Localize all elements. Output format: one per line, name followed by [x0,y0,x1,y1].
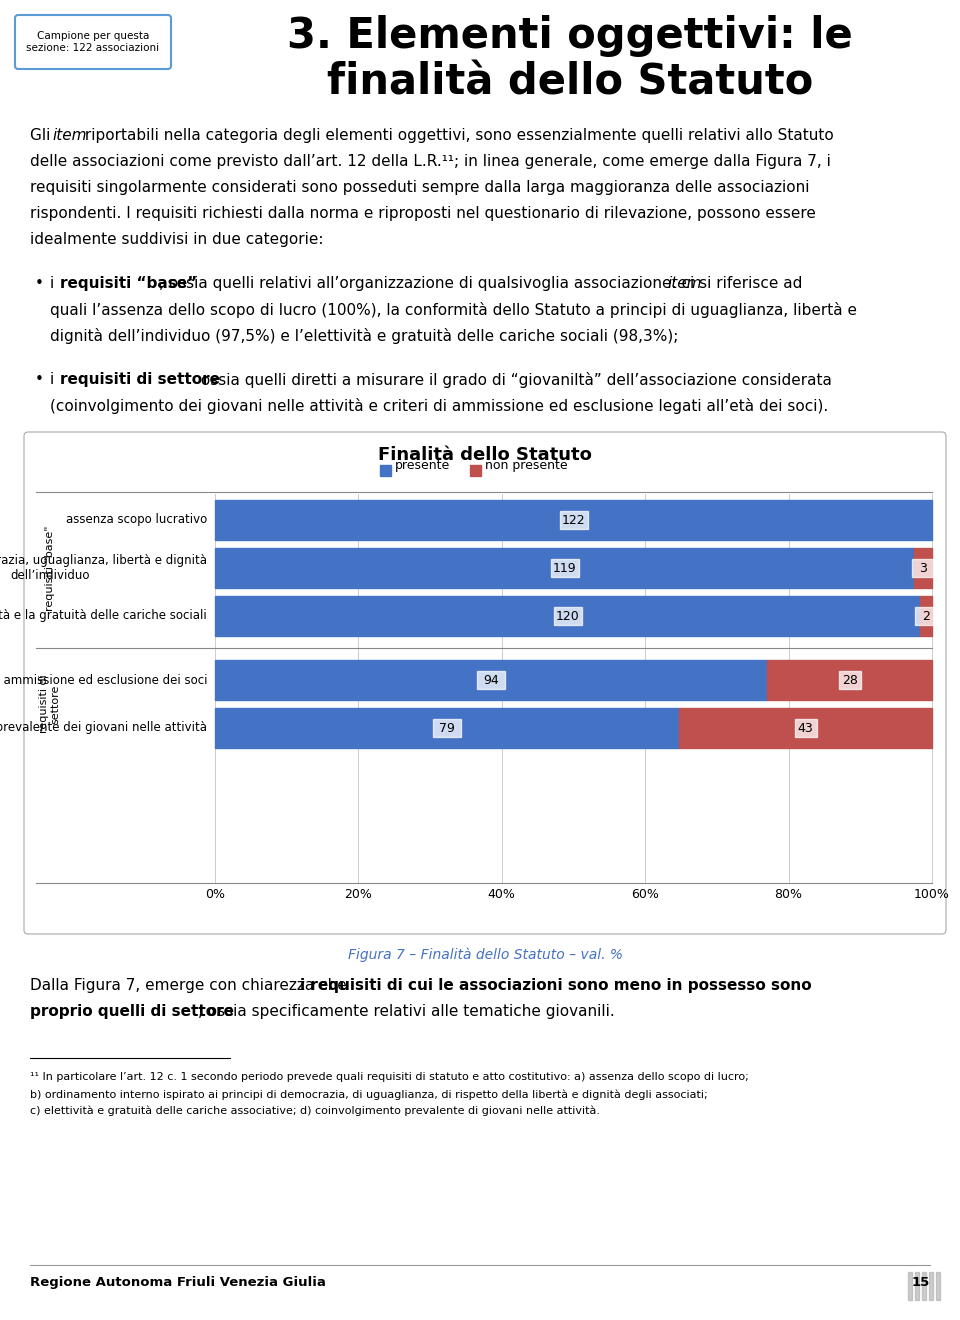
Text: (coinvolgimento dei giovani nelle attività e criteri di ammissione ed esclusione: (coinvolgimento dei giovani nelle attivi… [50,399,828,414]
FancyBboxPatch shape [551,558,579,577]
Text: delle associazioni come previsto dall’art. 12 della L.R.¹¹; in linea generale, c: delle associazioni come previsto dall’ar… [30,154,830,169]
Text: 0%: 0% [205,888,225,902]
Text: Finalità dello Statuto: Finalità dello Statuto [378,446,592,465]
FancyBboxPatch shape [560,511,588,529]
Text: 43: 43 [798,722,813,734]
Text: assenza scopo lucrativo: assenza scopo lucrativo [65,513,207,527]
Text: non presente: non presente [485,459,567,473]
Bar [921,597,932,636]
Text: 28: 28 [842,673,857,686]
Text: i requisiti di cui le associazioni sono meno in possesso sono: i requisiti di cui le associazioni sono … [300,978,811,993]
FancyBboxPatch shape [554,607,582,624]
Text: 122: 122 [562,513,586,527]
Text: quali l’assenza dello scopo di lucro (100%), la conformità dello Statuto a princ: quali l’assenza dello scopo di lucro (10… [50,302,857,318]
Text: i: i [50,276,60,290]
Text: requisiti “base”: requisiti “base” [60,276,197,290]
Bar [215,597,921,636]
Text: dignità dell’individuo (97,5%) e l’elettività e gratuità delle cariche sociali (: dignità dell’individuo (97,5%) e l’elett… [50,327,679,345]
Text: 20%: 20% [345,888,372,902]
Text: rispondenti. I requisiti richiesti dalla norma e riproposti nel questionario di : rispondenti. I requisiti richiesti dalla… [30,206,816,220]
Text: , ossia specificamente relativi alle tematiche giovanili.: , ossia specificamente relativi alle tem… [198,1005,614,1019]
Text: •: • [35,372,44,387]
FancyBboxPatch shape [477,671,505,689]
Bar [215,708,680,748]
Text: ossia quelli diretti a misurare il grado di “giovaniltà” dell’associazione consi: ossia quelli diretti a misurare il grado… [196,372,832,388]
Text: c) elettività e gratuità delle cariche associative; d) coinvolgimento prevalente: c) elettività e gratuità delle cariche a… [30,1106,600,1117]
Text: 94: 94 [483,673,499,686]
FancyBboxPatch shape [839,671,861,689]
Text: 79: 79 [440,722,455,734]
Text: Dalla Figura 7, emerge con chiarezza che: Dalla Figura 7, emerge con chiarezza che [30,978,351,993]
Text: 2: 2 [923,610,930,623]
Text: 15: 15 [912,1276,930,1290]
Bar [680,708,932,748]
Text: presente: presente [395,459,450,473]
Text: •: • [35,276,44,290]
Text: criteri di ammissione ed esclusione dei soci: criteri di ammissione ed esclusione dei … [0,673,207,686]
Text: idealmente suddivisi in due categorie:: idealmente suddivisi in due categorie: [30,232,324,247]
Bar [914,548,932,587]
Text: requisiti singolarmente considerati sono posseduti sempre dalla larga maggioranz: requisiti singolarmente considerati sono… [30,180,809,195]
FancyBboxPatch shape [24,432,946,935]
Text: i: i [50,372,60,387]
Text: ¹¹ In particolare l’art. 12 c. 1 secondo periodo prevede quali requisiti di stat: ¹¹ In particolare l’art. 12 c. 1 secondo… [30,1072,749,1082]
Bar [380,465,391,477]
Text: Regione Autonoma Friuli Venezia Giulia: Regione Autonoma Friuli Venezia Giulia [30,1276,325,1290]
Bar [936,1272,940,1300]
Text: 100%: 100% [914,888,950,902]
Bar [215,548,914,587]
Text: item: item [667,276,702,290]
FancyBboxPatch shape [912,558,934,577]
Text: Gli: Gli [30,128,56,143]
FancyBboxPatch shape [795,719,817,737]
Text: requisiti "base": requisiti "base" [45,525,55,611]
Bar [470,465,481,477]
Text: Campione per questa
sezione: 122 associazioni: Campione per questa sezione: 122 associa… [27,32,159,53]
FancyBboxPatch shape [915,607,937,624]
Text: 40%: 40% [488,888,516,902]
Text: 60%: 60% [632,888,660,902]
Bar [929,1272,933,1300]
Text: principi di democrazia, uguaglianza, libertà e dignità
dell’individuo: principi di democrazia, uguaglianza, lib… [0,554,207,582]
Text: b) ordinamento interno ispirato ai principi di democrazia, di uguaglianza, di ri: b) ordinamento interno ispirato ai princ… [30,1089,708,1100]
Text: riportabili nella categoria degli elementi oggettivi, sono essenzialmente quelli: riportabili nella categoria degli elemen… [80,128,833,143]
Bar [922,1272,926,1300]
Text: requisiti di
settore: requisiti di settore [39,675,60,734]
Text: 3. Elementi oggettivi: le
finalità dello Statuto: 3. Elementi oggettivi: le finalità dello… [287,15,852,104]
FancyBboxPatch shape [433,719,461,737]
Text: 3: 3 [920,561,927,574]
Bar [767,660,932,700]
Bar [908,1272,912,1300]
Text: , ossia quelli relativi all’organizzazione di qualsivoglia associazione: ci si r: , ossia quelli relativi all’organizzazio… [159,276,807,290]
Text: requisiti di settore: requisiti di settore [60,372,220,387]
Text: Figura 7 – Finalità dello Statuto – val. %: Figura 7 – Finalità dello Statuto – val.… [348,948,622,962]
Text: coinvolgimento prevalente dei giovani nelle attività: coinvolgimento prevalente dei giovani ne… [0,722,207,734]
Text: 120: 120 [556,610,580,623]
Text: item: item [52,128,86,143]
Text: 80%: 80% [775,888,803,902]
Text: elettività e la gratuità delle cariche sociali: elettività e la gratuità delle cariche s… [0,610,207,623]
FancyBboxPatch shape [15,15,171,69]
Bar [915,1272,919,1300]
Text: proprio quelli di settore: proprio quelli di settore [30,1005,234,1019]
Text: 119: 119 [553,561,577,574]
Bar [215,660,767,700]
Bar [215,500,932,540]
